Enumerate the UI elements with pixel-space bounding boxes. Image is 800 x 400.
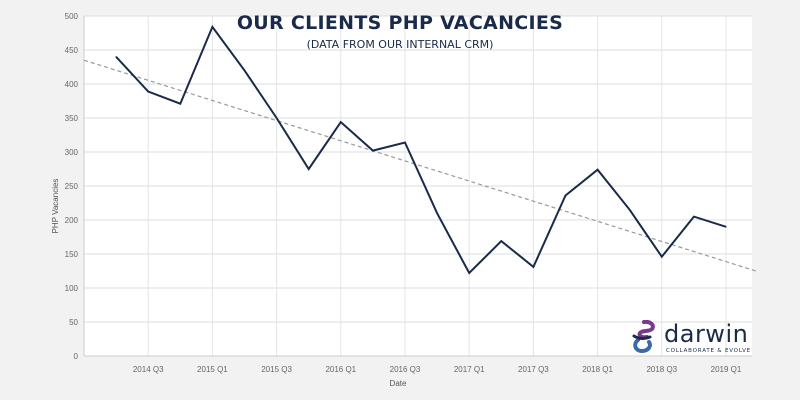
data-point	[243, 69, 246, 71]
y-tick-label: 300	[65, 148, 79, 157]
darwin-logo: darwin COLLABORATE & EVOLVE	[630, 318, 770, 358]
data-point	[693, 216, 695, 218]
x-tick-label: 2015 Q3	[261, 365, 292, 374]
y-tick-label: 0	[74, 352, 79, 361]
y-tick-label: 350	[65, 114, 79, 123]
x-tick-label: 2016 Q3	[390, 365, 421, 374]
data-point	[500, 240, 502, 242]
data-point	[308, 168, 310, 170]
y-tick-label: 450	[65, 46, 79, 55]
data-point	[372, 150, 374, 152]
data-point	[115, 56, 117, 58]
data-point	[468, 272, 470, 274]
series-line	[115, 24, 727, 275]
y-tick-label: 500	[65, 12, 79, 21]
darwin-logo-mark-icon	[632, 320, 655, 354]
y-tick-label: 150	[65, 250, 79, 259]
y-tick-label: 400	[65, 80, 79, 89]
data-point	[276, 117, 278, 119]
y-tick-label: 250	[65, 182, 79, 191]
x-tick-label: 2018 Q1	[582, 365, 613, 374]
x-tick-label: 2018 Q3	[646, 365, 677, 374]
y-tick-label: 200	[65, 216, 79, 225]
data-point	[564, 194, 567, 197]
trend-line	[83, 59, 759, 273]
data-point	[404, 141, 406, 144]
data-point	[661, 256, 663, 258]
x-tick-label: 2015 Q1	[197, 365, 228, 374]
logo-tagline: COLLABORATE & EVOLVE	[666, 348, 751, 354]
data-point	[179, 103, 181, 105]
chart-subtitle: (DATA FROM OUR INTERNAL CRM)	[306, 38, 494, 51]
data-point	[211, 26, 213, 28]
data-point	[725, 226, 727, 228]
x-tick-label: 2016 Q1	[325, 365, 356, 374]
data-point	[629, 209, 631, 211]
y-tick-label: 100	[65, 284, 79, 293]
data-point	[436, 212, 438, 214]
data-point	[597, 169, 599, 171]
x-axis-title: Date	[390, 379, 407, 388]
chart-title: OUR CLIENTS PHP VACANCIES	[236, 12, 564, 34]
x-tick-label: 2019 Q1	[711, 365, 742, 374]
y-axis-title: PHP Vacancies	[51, 179, 60, 234]
data-point	[147, 90, 149, 93]
data-point	[340, 121, 342, 123]
y-tick-label: 50	[69, 318, 78, 327]
x-tick-label: 2017 Q3	[518, 365, 549, 374]
x-tick-label: 2017 Q1	[454, 365, 485, 374]
data-point	[532, 266, 535, 268]
x-tick-label: 2014 Q3	[133, 365, 164, 374]
logo-wordmark: darwin	[664, 320, 749, 348]
